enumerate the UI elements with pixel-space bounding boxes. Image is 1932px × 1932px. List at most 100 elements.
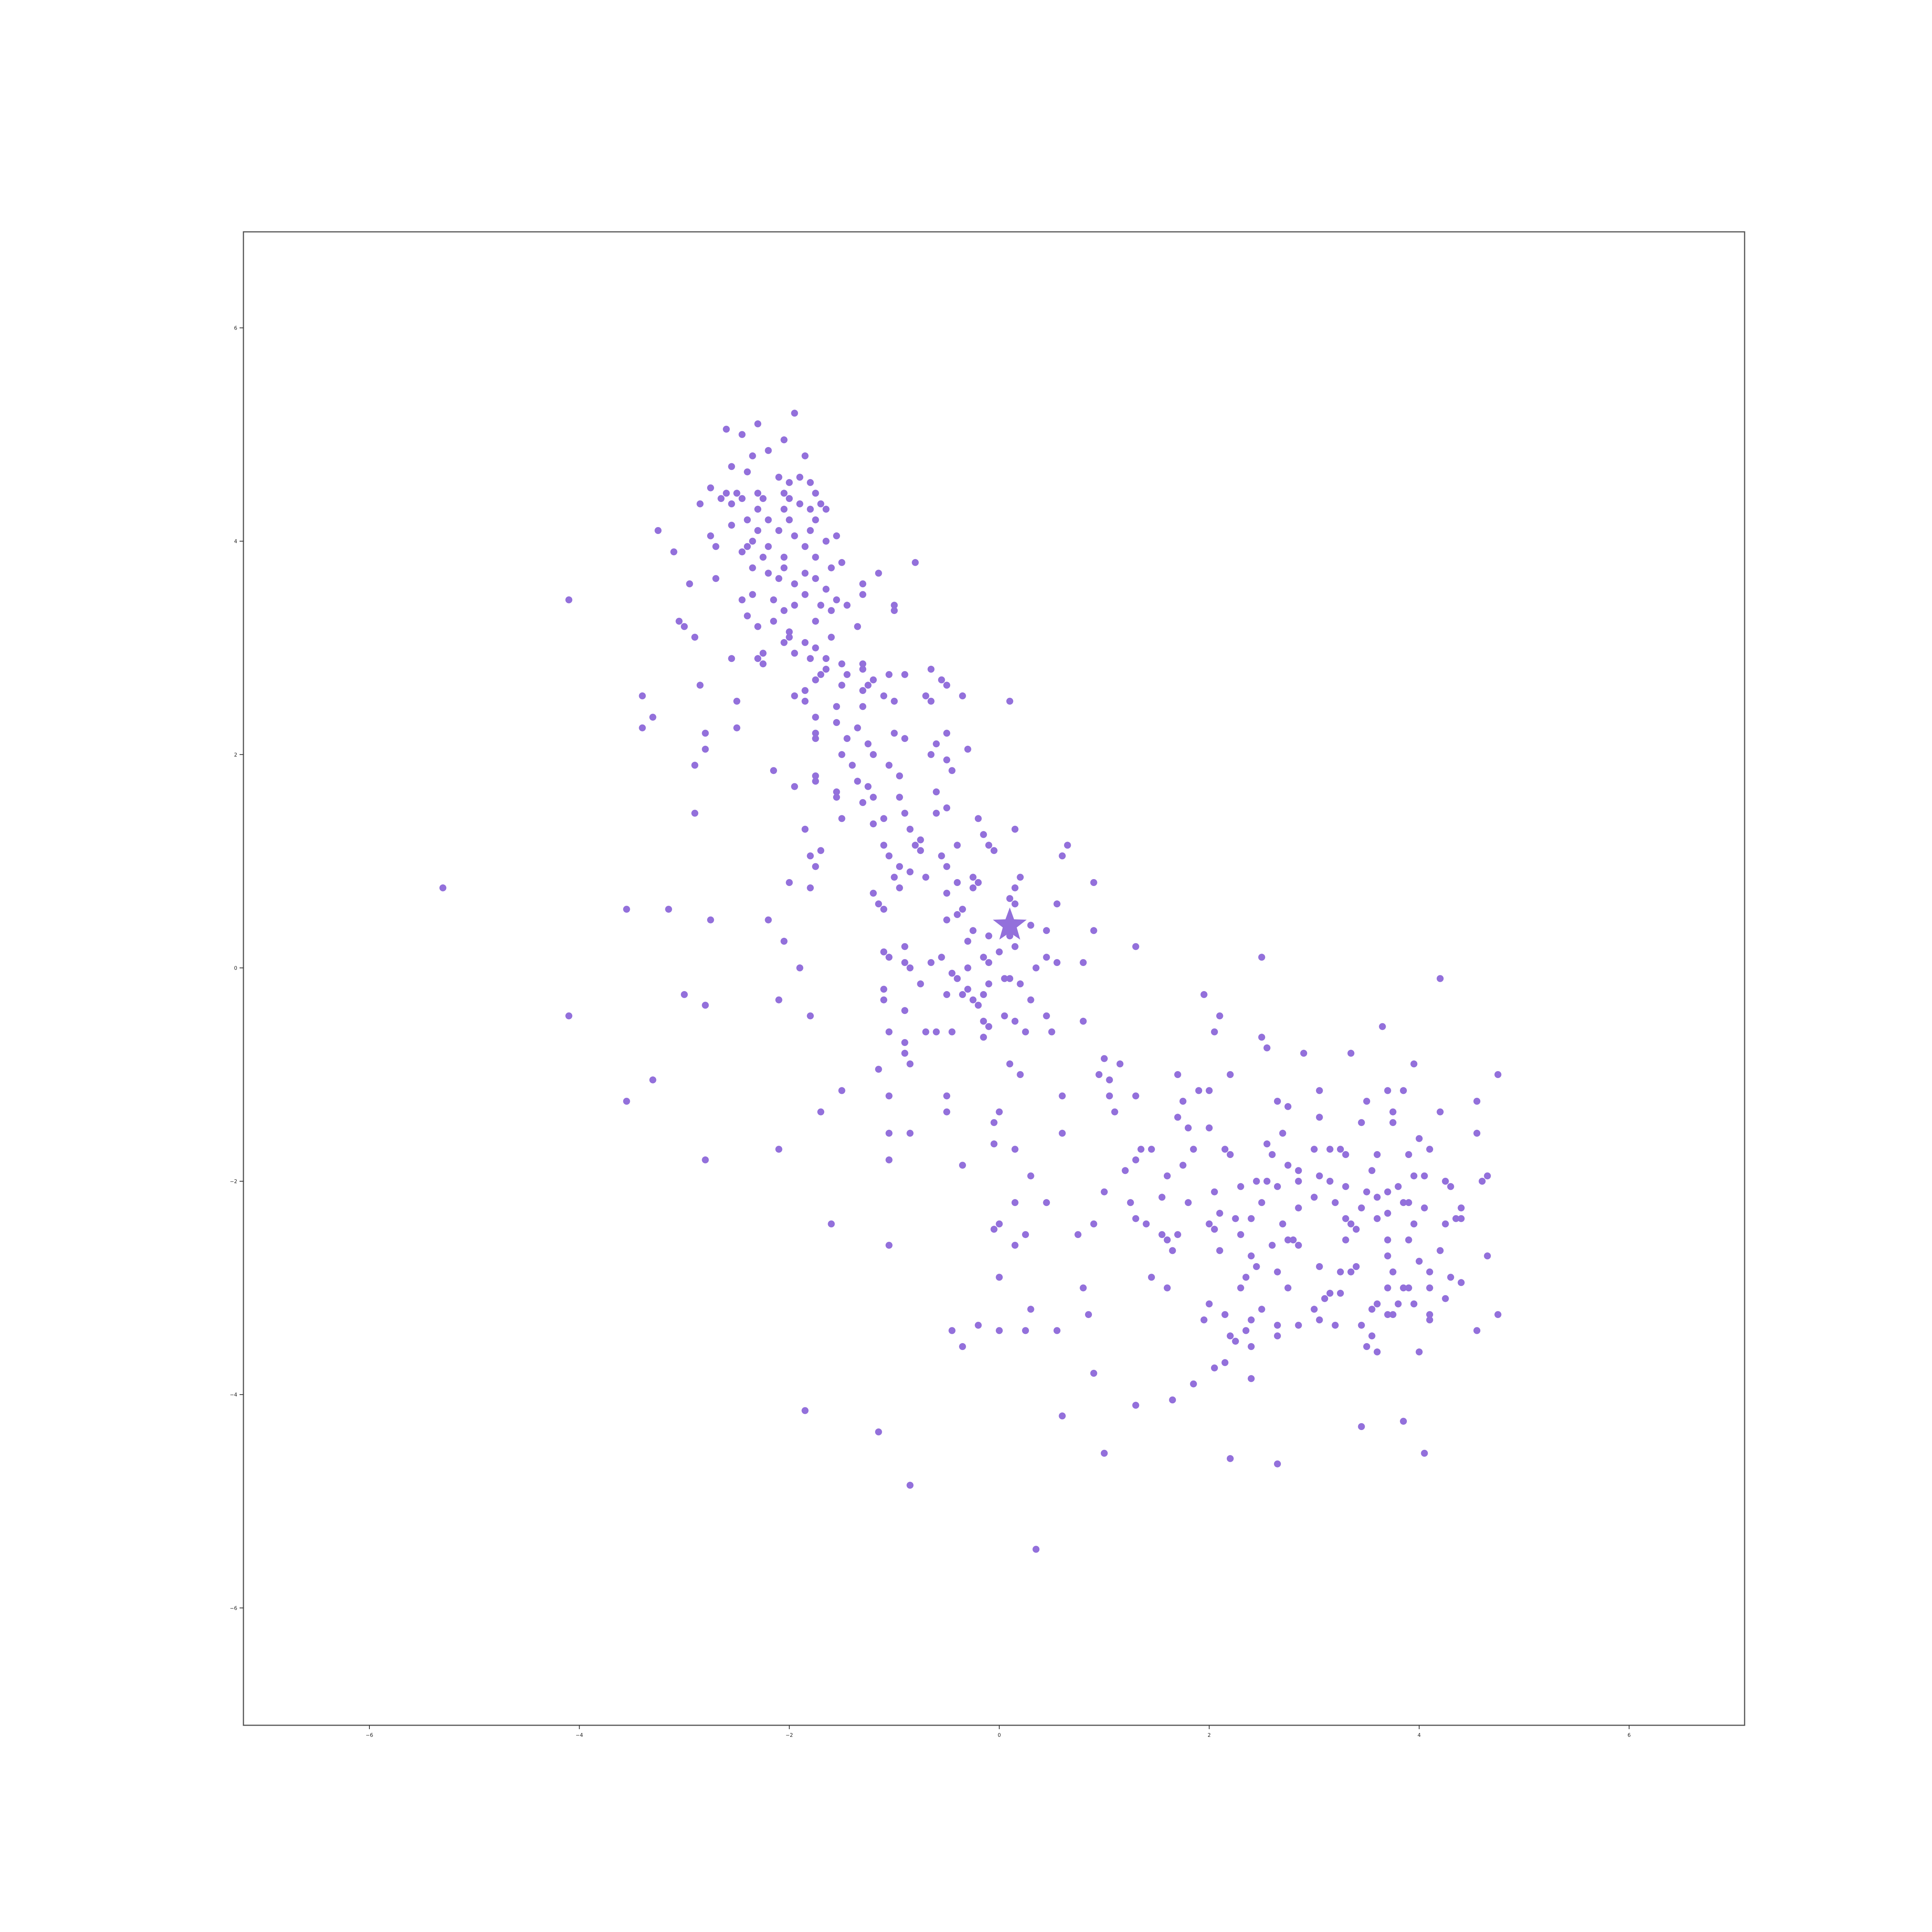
data-point [791, 602, 798, 609]
data-point [885, 1129, 893, 1137]
data-point [759, 495, 767, 502]
data-point [828, 607, 835, 614]
data-point [565, 1012, 573, 1020]
data-point [691, 634, 699, 641]
data-point [906, 1481, 914, 1489]
data-point [927, 697, 935, 705]
data-point [1410, 1220, 1418, 1228]
data-point [807, 852, 814, 859]
data-point [817, 1108, 825, 1116]
data-point [1374, 1215, 1381, 1222]
data-point [639, 692, 646, 699]
data-point [812, 735, 819, 742]
data-point [1206, 1087, 1213, 1094]
data-point [1274, 1183, 1281, 1190]
data-point [1384, 1252, 1391, 1260]
data-point [781, 490, 788, 497]
data-point [975, 1002, 982, 1009]
data-point [954, 911, 961, 918]
data-point [1179, 1162, 1187, 1169]
data-point [927, 959, 935, 966]
data-point [1347, 1049, 1355, 1057]
data-point [801, 591, 809, 598]
data-point [786, 495, 793, 502]
data-point [807, 479, 814, 486]
x-tick-label: −4 [576, 1733, 583, 1738]
data-point [1358, 1204, 1365, 1212]
data-point [1022, 1028, 1029, 1036]
data-point [1321, 1295, 1328, 1302]
data-point [1342, 1236, 1349, 1243]
data-point [990, 847, 998, 854]
data-point [770, 596, 777, 604]
data-point [891, 602, 898, 609]
data-point [696, 682, 704, 689]
data-point [870, 820, 877, 828]
data-point [1311, 1306, 1318, 1313]
data-point [1211, 1028, 1218, 1036]
data-point [922, 1028, 929, 1036]
data-point [812, 554, 819, 561]
x-axis-ticks: −6 −4 −2 0 2 4 6 [366, 1725, 1631, 1738]
data-point [906, 964, 914, 971]
data-point [712, 575, 719, 582]
data-point [728, 463, 735, 470]
data-point [749, 452, 756, 459]
data-point [901, 671, 908, 678]
data-point [912, 842, 919, 849]
data-point [1053, 1327, 1061, 1334]
data-point [1248, 1316, 1255, 1323]
data-point [985, 980, 992, 988]
data-point [875, 1428, 882, 1435]
data-point [786, 634, 793, 641]
data-point [738, 596, 746, 604]
data-point [1059, 1129, 1066, 1137]
data-point [1384, 1188, 1391, 1196]
data-point [891, 607, 898, 614]
data-point [1368, 1167, 1376, 1174]
data-point [964, 964, 971, 971]
data-point [1405, 1199, 1412, 1206]
data-point [943, 889, 951, 897]
data-point [1090, 879, 1097, 886]
y-tick-label: −2 [230, 1179, 237, 1185]
data-point [927, 751, 935, 758]
data-point [1148, 1274, 1155, 1281]
data-point [639, 724, 646, 731]
data-point [1074, 1231, 1082, 1238]
data-point [665, 906, 672, 913]
data-point [1095, 1071, 1103, 1078]
data-point [1174, 1114, 1181, 1121]
data-point [1080, 1284, 1087, 1292]
data-point [1326, 1289, 1333, 1297]
data-point [1221, 1311, 1229, 1318]
data-point [791, 650, 798, 657]
data-point [933, 810, 940, 817]
data-point [854, 724, 861, 731]
data-point [985, 1023, 992, 1030]
data-point [1158, 1231, 1166, 1238]
data-point [1368, 1306, 1376, 1313]
data-point [623, 1098, 630, 1105]
data-point [1421, 1450, 1428, 1457]
data-point [801, 452, 809, 459]
data-point [885, 762, 893, 769]
data-point [1374, 1300, 1381, 1308]
data-point [864, 682, 872, 689]
data-point [1190, 1380, 1197, 1388]
data-point [1316, 1087, 1323, 1094]
data-point [786, 479, 793, 486]
data-point [807, 527, 814, 534]
data-point [948, 767, 956, 774]
data-point [1253, 1263, 1260, 1270]
data-point [1011, 900, 1019, 908]
data-point [1405, 1236, 1412, 1243]
data-point [1295, 1242, 1302, 1249]
data-point [996, 1327, 1003, 1334]
data-point [870, 889, 877, 897]
data-point [1242, 1274, 1250, 1281]
data-point [1022, 1327, 1029, 1334]
data-point [1011, 943, 1019, 950]
x-tick-label: −6 [366, 1733, 373, 1738]
